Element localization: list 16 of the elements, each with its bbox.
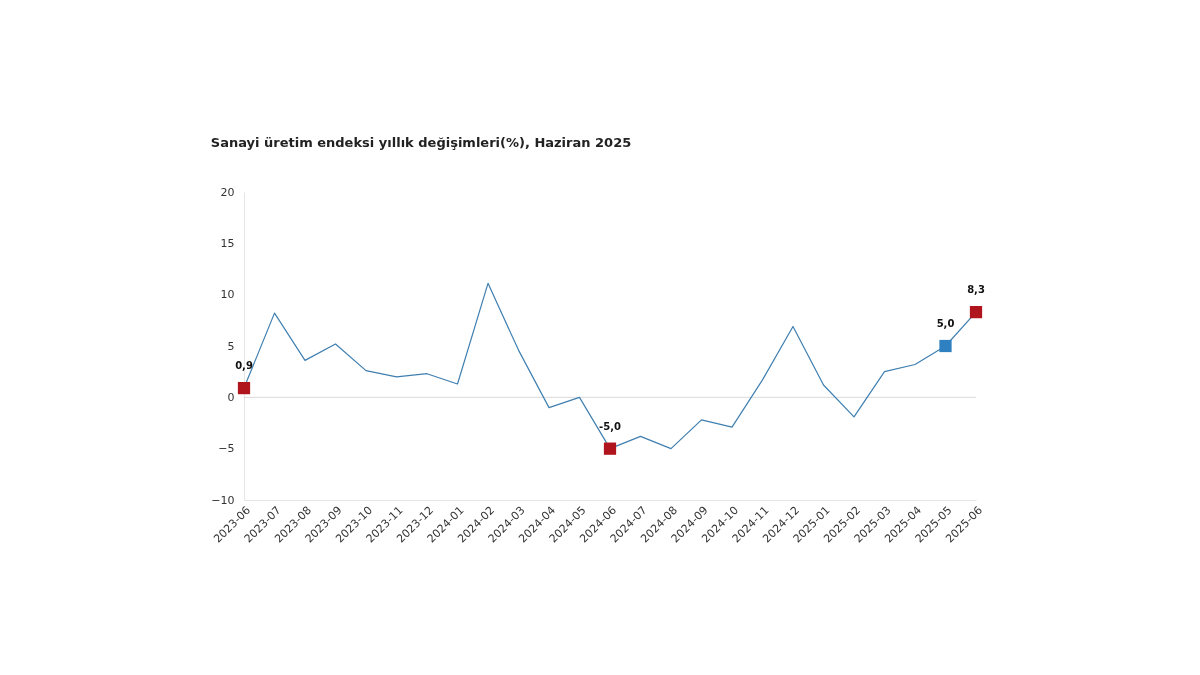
data-label: 0,9 <box>235 360 253 372</box>
y-tick-label: 5 <box>227 339 235 353</box>
y-tick-label: −10 <box>211 493 235 507</box>
data-label: 8,3 <box>967 284 985 296</box>
point <box>939 339 952 353</box>
point <box>237 381 251 395</box>
y-tick-label: 0 <box>227 390 235 404</box>
y-tick-label: 20 <box>220 185 235 199</box>
chart-title: Sanayi üretim endeksi yıllık değişimleri(%), Haziran 2025 <box>210 135 632 150</box>
point <box>603 442 617 455</box>
point <box>969 306 983 319</box>
data-label: 5,0 <box>936 318 955 329</box>
y-tick-label: −5 <box>218 442 235 456</box>
data-label: -5,0 <box>599 420 621 432</box>
y-tick-label: 15 <box>220 236 235 250</box>
y-tick-label: 10 <box>220 288 235 302</box>
